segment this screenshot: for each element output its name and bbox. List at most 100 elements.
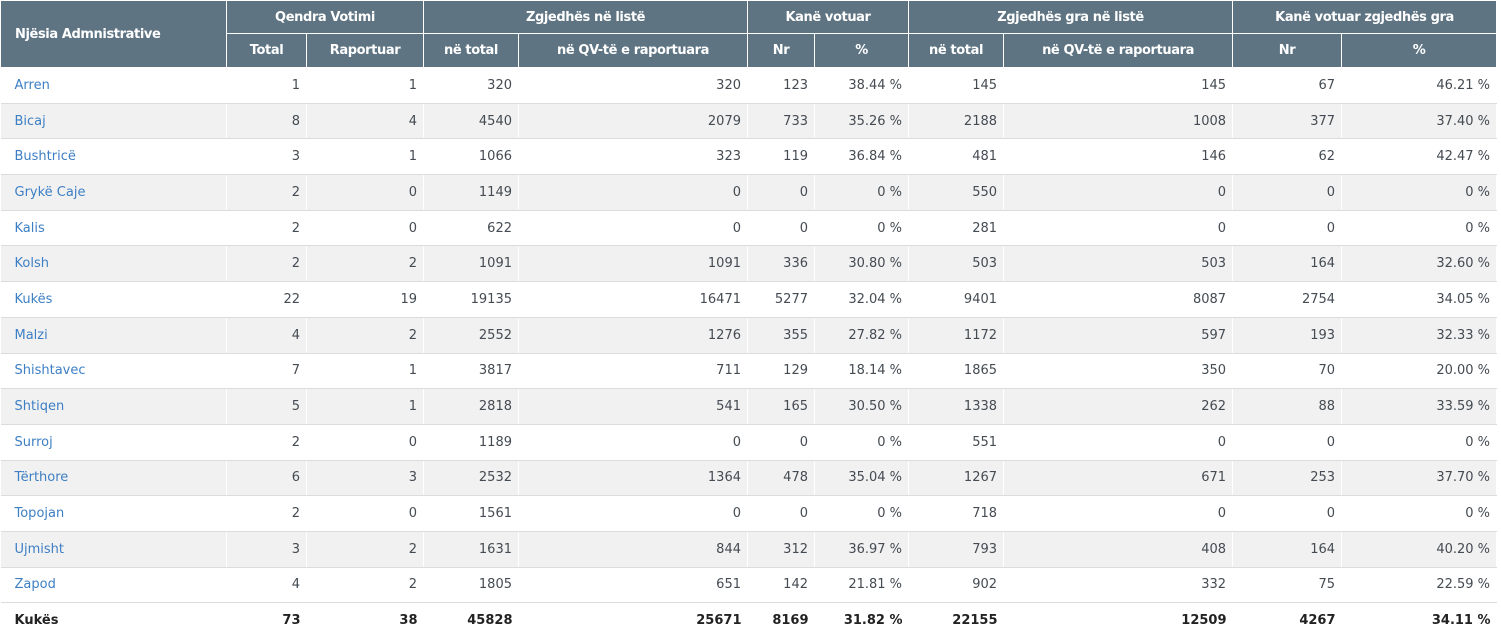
- data-cell: 46.21 %: [1341, 67, 1498, 104]
- data-cell: 2: [226, 210, 307, 247]
- data-cell: 19: [306, 281, 424, 318]
- unit-link[interactable]: Kolsh: [14, 256, 49, 272]
- data-cell: 0 %: [814, 174, 910, 211]
- data-cell: 0: [747, 210, 815, 247]
- data-cell: 21.81 %: [814, 567, 910, 604]
- unit-cell: Shtiqen: [0, 388, 227, 425]
- column-header-voters-total[interactable]: në total: [423, 33, 519, 68]
- data-cell: 1: [226, 67, 307, 104]
- column-header-voters-reported[interactable]: në QV-të e raportuara: [518, 33, 748, 68]
- data-cell: 4: [226, 567, 307, 604]
- data-cell: 0 %: [814, 424, 910, 461]
- unit-link[interactable]: Malzi: [14, 327, 48, 343]
- data-cell: 2: [226, 245, 307, 283]
- data-cell: 32.04 %: [814, 281, 910, 318]
- column-header-women-reported[interactable]: në QV-të e raportuara: [1003, 33, 1234, 68]
- data-cell: 651: [518, 567, 748, 604]
- unit-link[interactable]: Topojan: [14, 506, 65, 522]
- column-header-centers-reported[interactable]: Raportuar: [306, 33, 424, 68]
- total-cell: 4267: [1232, 602, 1342, 639]
- data-cell: 0: [1232, 210, 1343, 247]
- data-cell: 164: [1232, 245, 1343, 283]
- data-cell: 1364: [518, 460, 748, 497]
- data-cell: 193: [1232, 317, 1343, 354]
- data-cell: 377: [1232, 103, 1343, 140]
- data-cell: 34.05 %: [1341, 281, 1498, 318]
- data-cell: 146: [1003, 138, 1234, 176]
- table-body: Arren 1 1 320 320 123 38.44 % 145 145 67 46.21 % Bi…: [0, 67, 1498, 604]
- data-cell: 478: [747, 460, 815, 497]
- data-cell: 0: [1003, 424, 1234, 461]
- data-cell: 2754: [1232, 281, 1343, 318]
- table-row: Zapod 4 2 1805 651 142 21.81 % 902 332 75 22.59 %: [0, 567, 1498, 604]
- unit-link[interactable]: Bushtricë: [14, 149, 76, 165]
- data-cell: 1267: [908, 460, 1005, 497]
- data-cell: 332: [1003, 567, 1234, 604]
- data-cell: 1: [306, 388, 424, 425]
- data-cell: 541: [518, 388, 748, 425]
- data-cell: 5277: [747, 281, 815, 318]
- unit-cell: Malzi: [0, 317, 227, 354]
- unit-link[interactable]: Kukës: [14, 291, 53, 307]
- data-cell: 42.47 %: [1341, 138, 1498, 176]
- unit-link[interactable]: Shtiqen: [14, 399, 65, 415]
- data-cell: 262: [1003, 388, 1234, 425]
- data-cell: 22: [226, 281, 307, 318]
- data-cell: 2: [226, 424, 307, 461]
- unit-cell: Zapod: [0, 567, 227, 604]
- column-header-voted-pct[interactable]: %: [813, 33, 910, 68]
- column-header-women-voted-nr[interactable]: Nr: [1232, 33, 1343, 68]
- total-cell: 38: [306, 602, 424, 639]
- data-cell: 1189: [423, 424, 519, 461]
- data-cell: 0: [1003, 174, 1234, 211]
- data-cell: 323: [518, 138, 748, 176]
- data-cell: 35.04 %: [814, 460, 910, 497]
- column-header-women-total[interactable]: në total: [908, 33, 1005, 68]
- data-cell: 336: [747, 245, 815, 283]
- data-cell: 1338: [908, 388, 1005, 425]
- column-header-unit[interactable]: Njësia Admnistrative: [0, 0, 227, 68]
- unit-link[interactable]: Ujmisht: [14, 541, 65, 557]
- total-cell: 12509: [1003, 602, 1233, 639]
- data-cell: 1149: [423, 174, 519, 211]
- data-cell: 164: [1232, 531, 1343, 568]
- unit-cell: Grykë Caje: [0, 174, 227, 211]
- unit-cell: Tërthore: [0, 460, 227, 497]
- data-cell: 503: [908, 245, 1005, 283]
- unit-link[interactable]: Zapod: [14, 577, 56, 593]
- data-cell: 36.84 %: [814, 138, 910, 176]
- data-cell: 16471: [518, 281, 748, 318]
- unit-link[interactable]: Bicaj: [14, 113, 46, 129]
- data-cell: 8087: [1003, 281, 1234, 318]
- total-cell: 34.11 %: [1341, 602, 1497, 639]
- data-cell: 123: [747, 67, 815, 104]
- data-cell: 35.26 %: [814, 103, 910, 140]
- total-cell: 31.82 %: [814, 602, 909, 639]
- data-cell: 4: [226, 317, 307, 354]
- column-header-women-voted-pct[interactable]: %: [1341, 33, 1498, 68]
- table-row: Tërthore 6 3 2532 1364 478 35.04 % 1267 671 253 37…: [0, 460, 1498, 497]
- data-cell: 2552: [423, 317, 519, 354]
- unit-link[interactable]: Arren: [14, 77, 50, 93]
- data-cell: 2079: [518, 103, 748, 140]
- column-header-centers-total[interactable]: Total: [226, 33, 307, 68]
- unit-link[interactable]: Shishtavec: [14, 363, 86, 379]
- unit-link[interactable]: Kalis: [14, 220, 45, 236]
- total-cell: 73: [226, 602, 307, 639]
- data-cell: 312: [747, 531, 815, 568]
- data-cell: 20.00 %: [1341, 353, 1498, 390]
- data-cell: 355: [747, 317, 815, 354]
- unit-cell: Bushtricë: [0, 138, 227, 176]
- unit-link[interactable]: Grykë Caje: [14, 184, 86, 200]
- data-cell: 6: [226, 460, 307, 497]
- data-cell: 0 %: [1341, 424, 1498, 461]
- data-cell: 2: [306, 317, 424, 354]
- column-header-voted-nr[interactable]: Nr: [747, 33, 815, 68]
- data-cell: 320: [518, 67, 748, 104]
- unit-link[interactable]: Tërthore: [14, 470, 69, 486]
- data-cell: 2: [226, 174, 307, 211]
- data-cell: 4540: [423, 103, 519, 140]
- unit-link[interactable]: Surroj: [14, 434, 53, 450]
- data-cell: 145: [1003, 67, 1234, 104]
- data-cell: 2188: [908, 103, 1005, 140]
